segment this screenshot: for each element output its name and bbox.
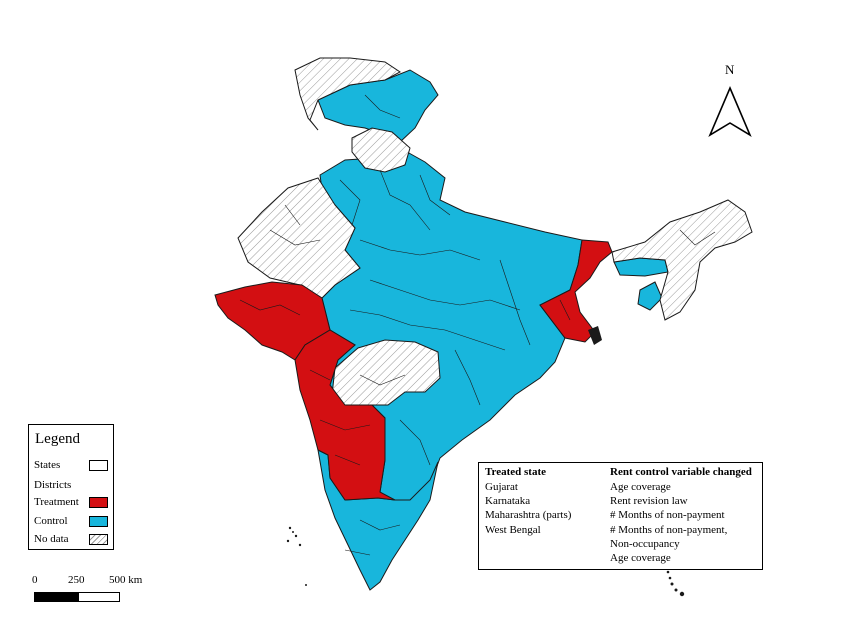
nodata-region-kashmir [294,57,401,131]
table-cell-variable: Non-occupancy [610,538,680,550]
nodata-region-himachal [351,127,411,173]
dense-districts-kolkata [588,326,602,345]
table-header-variable: Rent control variable changed [610,466,752,478]
scale-bar-white-segment [78,592,120,602]
nodata-region-northeast [611,199,753,321]
treated-states-table: Treated state Rent control variable chan… [478,462,763,570]
table-cell-state: Maharashtra (parts) [485,509,572,521]
table-cell-variable: Rent revision law [610,495,688,507]
legend-swatch-nodata [89,534,108,545]
scale-label-500: 500 km [109,574,143,586]
legend-label-control: Control [34,515,68,527]
legend-title: Legend [35,431,80,447]
table-cell-state: Gujarat [485,481,518,493]
table-cell-state: Karnataka [485,495,531,507]
scale-bar-black-segment [34,592,80,602]
table-cell-variable: # Months of non-payment [610,509,725,521]
map-legend: Legend States Districts Treatment Contro… [28,424,114,550]
legend-label-nodata: No data [34,533,69,545]
legend-swatch-states [89,460,108,471]
table-cell-state: West Bengal [485,524,541,536]
control-region-northeast-2 [637,281,663,311]
legend-label-states: States [34,459,61,471]
table-cell-variable: Age coverage [610,481,671,493]
legend-label-treatment: Treatment [34,496,79,508]
scale-label-0: 0 [32,574,38,586]
table-cell-variable: Age coverage [610,552,671,564]
treatment-region-maharashtra-karnataka [294,329,396,501]
legend-label-districts: Districts [34,479,72,491]
north-label: N [725,62,735,77]
lakshadweep-islands [286,526,307,586]
nodata-region-rajasthan [237,177,361,299]
table-header-state: Treated state [485,466,546,478]
andaman-nicobar-islands [666,570,685,597]
scale-bar: 0 250 500 km [30,574,142,604]
scale-label-250: 250 [68,574,85,586]
north-arrow: N [707,62,753,140]
legend-swatch-control [89,516,108,527]
district-boundaries [239,94,716,556]
legend-swatch-treatment [89,497,108,508]
table-cell-variable: # Months of non-payment, [610,524,728,536]
treatment-region-west-bengal [539,239,613,343]
north-arrow-icon [708,85,752,137]
